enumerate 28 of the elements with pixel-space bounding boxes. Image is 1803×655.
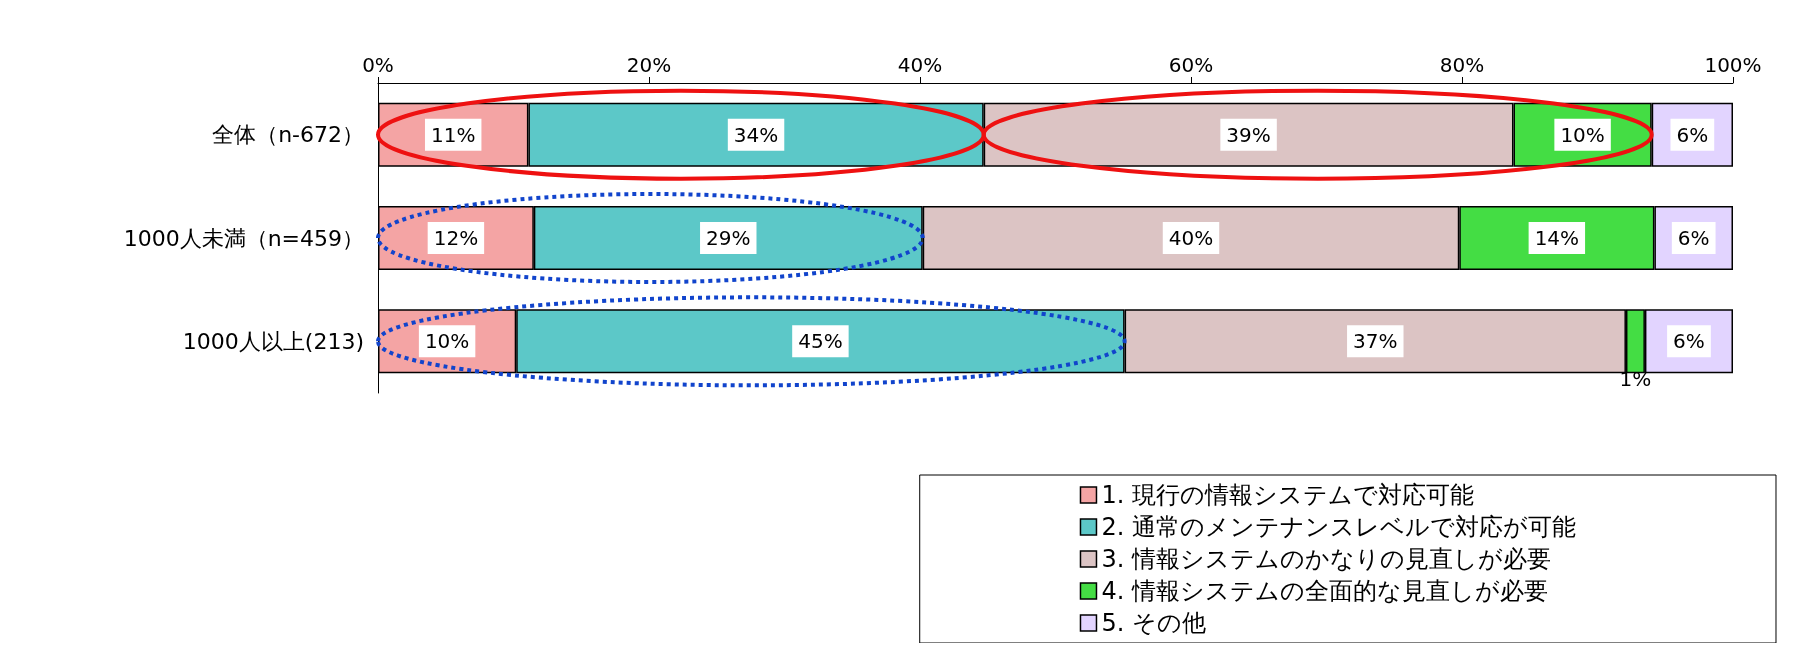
data-label: 40% xyxy=(1168,226,1214,250)
y-tick-label: 全体（n-672） xyxy=(212,122,364,148)
legend-label: 3. 情報システムのかなりの見直しが必要 xyxy=(1101,545,1551,573)
legend-label: 2. 通常のメンテナンスレベルで対応が可能 xyxy=(1101,513,1576,541)
legend-label: 4. 情報システムの全面的な見直しが必要 xyxy=(1101,577,1548,605)
y-tick-label: 1000人未満（n=459） xyxy=(123,225,364,251)
x-tick-label: 20% xyxy=(626,53,672,77)
data-label: 39% xyxy=(1226,122,1271,147)
data-label: 29% xyxy=(706,226,751,250)
data-label: 34% xyxy=(733,122,779,147)
x-tick-label: 40% xyxy=(897,53,943,77)
data-label: 14% xyxy=(1534,226,1580,250)
data-label: 10% xyxy=(1560,122,1605,147)
data-label: 6% xyxy=(1673,329,1705,354)
data-label: 10% xyxy=(424,329,470,354)
data-label: 37% xyxy=(1353,329,1398,354)
data-label: 45% xyxy=(798,329,843,354)
data-label: 12% xyxy=(433,226,479,250)
x-tick-label: 0% xyxy=(362,53,394,77)
data-label: 6% xyxy=(1677,226,1710,250)
legend-label: 1. 現行の情報システムで対応可能 xyxy=(1101,481,1474,509)
data-label: 11% xyxy=(430,122,476,147)
x-tick-label: 60% xyxy=(1168,53,1214,77)
legend-label: 5. その他 xyxy=(1101,609,1206,637)
data-label: 6% xyxy=(1676,122,1709,147)
x-tick-label: 100% xyxy=(1704,53,1762,77)
y-tick-label: 1000人以上(213) xyxy=(182,328,364,354)
x-tick-label: 80% xyxy=(1439,53,1485,77)
